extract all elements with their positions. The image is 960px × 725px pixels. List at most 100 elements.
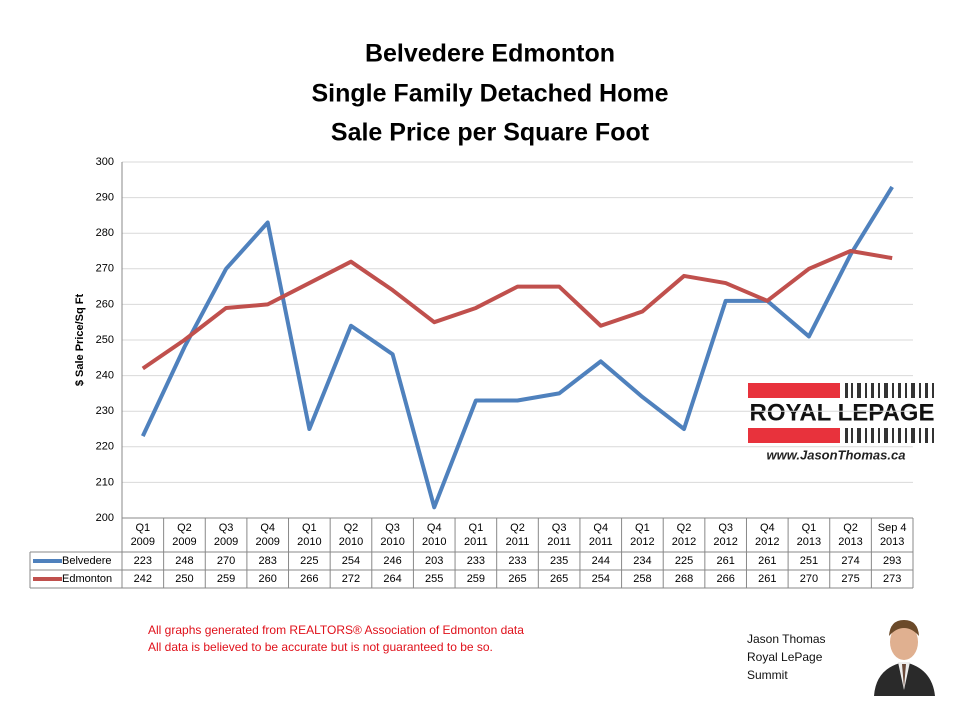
x-tick-label-line: Q2 [510, 522, 525, 534]
y-tick-label: 210 [96, 476, 114, 488]
y-axis-label: $ Sale Price/Sq Ft [74, 294, 86, 387]
title-line: Belvedere Edmonton [365, 40, 615, 68]
x-tick-label: Q4 2012 [755, 522, 779, 548]
website: www.JasonThomas.ca [767, 447, 906, 462]
x-tick-label-line: 2009 [214, 536, 238, 548]
x-tick-label-line: Q3 [552, 522, 567, 534]
table-value: 203 [425, 555, 443, 567]
table-value: 272 [342, 573, 360, 585]
table-value: 268 [675, 573, 693, 585]
series-line [141, 249, 893, 371]
legend-label: Edmonton [62, 573, 112, 585]
x-tick-label-line: Q4 [427, 522, 442, 534]
table-value: 250 [175, 573, 193, 585]
x-tick-label-line: Q1 [469, 522, 484, 534]
x-tick-label-line: 2010 [380, 536, 404, 548]
x-tick-label: Q1 2009 [131, 522, 155, 548]
x-tick-label-line: Q4 [260, 522, 275, 534]
table-value: 275 [841, 573, 859, 585]
x-tick-label-line: 2012 [672, 536, 696, 548]
agent-office: Summit [747, 668, 788, 682]
x-tick-label-line: 2011 [464, 536, 488, 548]
logo-text: ROYAL LEPAGE [750, 399, 935, 426]
x-tick-label-line: Q2 [177, 522, 192, 534]
x-tick-label-line: Q3 [385, 522, 400, 534]
x-tick-label-line: 2012 [755, 536, 779, 548]
agent-name: Jason Thomas [747, 632, 826, 646]
table-value: 274 [841, 555, 859, 567]
table-value: 254 [592, 573, 610, 585]
x-tick-label: Q4 2009 [255, 522, 279, 548]
table-value: 259 [217, 573, 235, 585]
table-value: 259 [467, 573, 485, 585]
table-value: 266 [300, 573, 318, 585]
y-tick-label: 240 [96, 370, 114, 382]
table-value: 283 [259, 555, 277, 567]
table-value: 254 [342, 555, 360, 567]
footnote: All graphs generated from REALTORS® Asso… [148, 623, 524, 637]
x-tick-label-line: Q1 [135, 522, 150, 534]
x-tick-label-line: 2009 [255, 536, 279, 548]
logo-stripes [845, 383, 934, 443]
y-tick-label: 270 [96, 263, 114, 275]
title-line: Sale Price per Square Foot [331, 119, 650, 147]
table-value: 270 [800, 573, 818, 585]
x-tick-label-line: 2010 [297, 536, 321, 548]
x-tick-label-line: 2009 [131, 536, 155, 548]
y-tick-label: 300 [96, 156, 114, 168]
x-tick-label: Q2 2012 [672, 522, 696, 548]
table-value: 251 [800, 555, 818, 567]
x-tick-label-line: 2010 [339, 536, 363, 548]
table-value: 270 [217, 555, 235, 567]
y-tick-label: 250 [96, 334, 114, 346]
x-tick-label-line: 2012 [713, 536, 737, 548]
x-tick-label-line: Q2 [843, 522, 858, 534]
table-value: 244 [592, 555, 610, 567]
x-tick-label-line: 2011 [547, 536, 571, 548]
x-tick-label-line: 2012 [630, 536, 654, 548]
table-value: 246 [383, 555, 401, 567]
table-value: 261 [758, 573, 776, 585]
agent-company: Royal LePage [747, 650, 823, 664]
x-tick-label-line: Q4 [760, 522, 775, 534]
x-tick-label-line: 2013 [880, 536, 904, 548]
table-value: 225 [300, 555, 318, 567]
y-tick-label: 220 [96, 441, 114, 453]
x-tick-label: Q2 2010 [339, 522, 363, 548]
x-tick-label: Q2 2013 [838, 522, 862, 548]
agent-photo [873, 610, 936, 696]
x-tick-label: Sep 4 2013 [878, 522, 907, 548]
x-tick-label: Q2 2011 [506, 522, 530, 548]
x-tick-label: Q4 2011 [589, 522, 613, 548]
table-value: 248 [175, 555, 193, 567]
x-tick-label: Q1 2010 [297, 522, 321, 548]
y-tick-label: 290 [96, 192, 114, 204]
x-tick-label: Q3 2011 [547, 522, 571, 548]
x-tick-label: Q1 2011 [464, 522, 488, 548]
x-tick-label-line: Q1 [635, 522, 650, 534]
y-tick-label: 260 [96, 298, 114, 310]
logo-bar [748, 383, 840, 398]
table-value: 265 [550, 573, 568, 585]
table-value: 234 [633, 555, 651, 567]
y-tick-label: 230 [96, 405, 114, 417]
table-value: 225 [675, 555, 693, 567]
x-tick-label-line: 2009 [172, 536, 196, 548]
x-tick-label-line: 2013 [797, 536, 821, 548]
table-value: 233 [467, 555, 485, 567]
table-value: 261 [716, 555, 734, 567]
x-tick-label-line: Q1 [302, 522, 317, 534]
x-tick-label-line: Sep 4 [878, 522, 907, 534]
title-line: Single Family Detached Home [311, 80, 668, 108]
logo-bar [748, 428, 840, 443]
x-tick-label: Q3 2010 [380, 522, 404, 548]
x-tick-label-line: 2011 [506, 536, 530, 548]
table-value: 264 [383, 573, 401, 585]
table-value: 266 [716, 573, 734, 585]
table-value: 255 [425, 573, 443, 585]
x-tick-label-line: Q3 [219, 522, 234, 534]
logo: ROYAL LEPAGE [748, 383, 934, 443]
x-tick-label-line: 2011 [589, 536, 613, 548]
